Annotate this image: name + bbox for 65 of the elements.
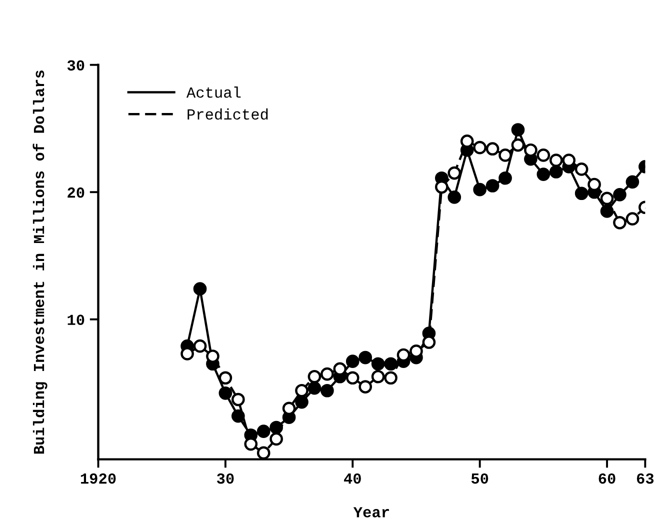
point: [346, 354, 360, 368]
point: [473, 140, 486, 154]
point: [231, 409, 245, 423]
point: [549, 154, 563, 167]
y-axis-title: Building Investment in Millions of Dollars: [32, 70, 48, 454]
point: [613, 216, 626, 230]
y-tick-label: 10: [68, 314, 84, 326]
point: [308, 370, 322, 384]
point: [422, 336, 436, 349]
point: [536, 148, 550, 162]
point: [524, 143, 538, 157]
point: [256, 424, 270, 438]
point: [511, 123, 525, 136]
point: [626, 212, 640, 226]
point: [358, 380, 372, 394]
x-tick-label: 30: [216, 473, 234, 484]
point: [460, 134, 474, 148]
point: [371, 370, 385, 384]
x-tick-label: 63: [636, 473, 654, 484]
point: [448, 190, 462, 204]
point: [562, 154, 576, 167]
point: [308, 381, 322, 395]
point: [295, 384, 308, 398]
point: [486, 142, 500, 156]
point: [193, 339, 207, 353]
point: [600, 192, 614, 206]
point: [536, 168, 550, 181]
point: [600, 204, 614, 218]
point: [358, 350, 372, 364]
point: [511, 138, 525, 152]
point: [549, 165, 563, 178]
point: [574, 162, 588, 176]
x-axis-title: Year: [353, 507, 389, 518]
point: [270, 432, 283, 446]
y-tick-label: 30: [67, 60, 84, 71]
point: [626, 175, 640, 189]
point: [473, 182, 486, 196]
point: [180, 347, 194, 360]
y-tick-label: 20: [68, 187, 84, 198]
point: [371, 357, 385, 371]
point: [574, 186, 588, 200]
x-tick-label: 1920: [80, 473, 116, 484]
point: [613, 188, 626, 202]
point: [498, 171, 512, 185]
x-tick-label: 50: [471, 473, 488, 484]
point: [498, 148, 512, 162]
point: [231, 392, 245, 406]
legend-label: Actual: [186, 86, 241, 98]
point: [295, 395, 308, 409]
point: [193, 282, 207, 296]
x-tick-label: 40: [344, 473, 361, 484]
point: [320, 367, 334, 381]
point: [346, 371, 360, 385]
point: [206, 350, 220, 363]
point: [486, 179, 500, 192]
point: [410, 344, 423, 358]
x-tick-label: 60: [598, 473, 616, 484]
point: [448, 166, 462, 180]
point: [218, 371, 232, 385]
point: [320, 384, 334, 398]
point: [384, 357, 398, 371]
point: [384, 371, 398, 385]
point: [218, 386, 232, 400]
point: [256, 446, 270, 460]
legend-label: Predicted: [188, 108, 268, 120]
